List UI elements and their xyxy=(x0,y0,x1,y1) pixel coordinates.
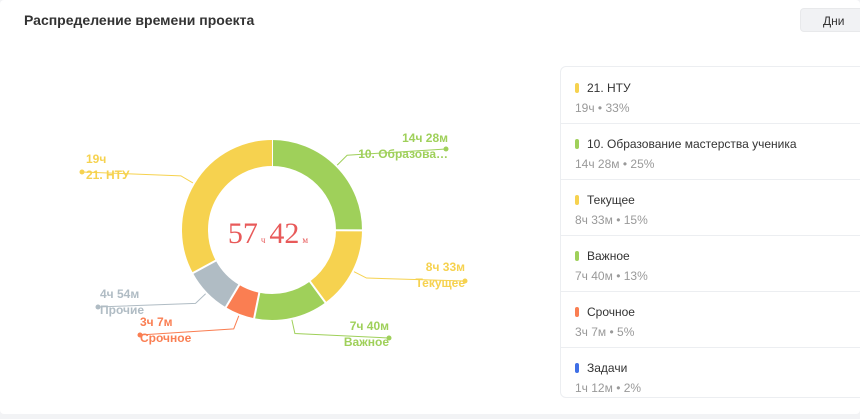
legend-item[interactable]: Текущее 8ч 33м • 15% xyxy=(561,179,860,236)
legend-item[interactable]: Задачи 1ч 12м • 2% xyxy=(561,347,860,397)
legend-item-name: Важное xyxy=(587,249,630,263)
legend-color-marker xyxy=(575,251,579,261)
slice-name-label: Важное xyxy=(344,335,389,349)
slice-separator xyxy=(191,259,218,275)
legend-item-meta: 1ч 12м • 2% xyxy=(575,381,642,395)
slice-time-label: 8ч 33м xyxy=(426,260,465,274)
slice-separator xyxy=(308,280,327,304)
legend-color-marker xyxy=(575,195,579,205)
donut-slice[interactable] xyxy=(309,229,362,303)
legend-item-name: Задачи xyxy=(587,361,628,375)
legend-item-meta: 14ч 28м • 25% xyxy=(575,157,655,171)
period-days-button[interactable]: Дни xyxy=(800,8,860,32)
legend-item-meta: 7ч 40м • 13% xyxy=(575,269,648,283)
slice-leader-line xyxy=(81,171,194,184)
legend-item-meta: 3ч 7м • 5% xyxy=(575,325,635,339)
slice-leader-line xyxy=(97,293,206,308)
legend-item[interactable]: Срочное 3ч 7м • 5% xyxy=(561,291,860,348)
slice-leader-dot xyxy=(137,332,143,338)
legend-item-meta: 8ч 33м • 15% xyxy=(575,213,648,227)
slice-time-label: 14ч 28м xyxy=(402,131,448,145)
legend-color-marker xyxy=(575,307,579,317)
legend-item[interactable]: Важное 7ч 40м • 13% xyxy=(561,235,860,292)
slice-name-label: Прочие xyxy=(100,303,144,317)
legend-item-name: Текущее xyxy=(587,193,635,207)
legend-item-name: 21. НТУ xyxy=(587,81,631,95)
slice-leader-dot xyxy=(95,304,101,310)
slice-separator xyxy=(252,291,261,320)
slice-leader-dot xyxy=(462,278,468,284)
legend-color-marker xyxy=(575,83,579,93)
legend-color-marker xyxy=(575,363,579,373)
slice-leader-dot xyxy=(443,146,449,152)
legend-item-name: Срочное xyxy=(587,305,635,319)
slice-leader-line xyxy=(291,319,390,339)
donut-slice[interactable] xyxy=(254,281,326,320)
legend-item-meta: 19ч • 33% xyxy=(575,101,630,115)
slice-name-label: 10. Образова… xyxy=(358,147,448,161)
donut-chart: 14ч 28м 10. Образова… 8ч 33м Текущее 7ч 40м В… xyxy=(79,131,468,349)
donut-slice[interactable] xyxy=(182,140,273,273)
legend-color-marker xyxy=(575,139,579,149)
slice-leader-dot xyxy=(79,169,85,175)
card-title: Распределение времени проекта xyxy=(24,12,255,28)
slice-time-label: 4ч 54м xyxy=(100,287,139,301)
legend-item[interactable]: 10. Образование мастерства ученика 14ч 28… xyxy=(561,123,860,180)
slice-name-label: Текущее xyxy=(415,276,465,290)
slice-leader-line xyxy=(353,271,466,282)
slice-time-label: 19ч xyxy=(86,152,106,166)
donut-slice[interactable] xyxy=(225,284,260,319)
legend-panel: 21. НТУ 19ч • 33% 10. Образование мастерст… xyxy=(560,66,860,398)
slice-separator xyxy=(224,283,241,309)
slice-leader-dot xyxy=(386,335,392,341)
slice-leader-line xyxy=(336,148,447,166)
slice-leader-line xyxy=(139,315,240,336)
slice-time-label: 3ч 7м xyxy=(140,315,173,329)
legend-item-name: 10. Образование мастерства ученика xyxy=(587,137,797,151)
slice-name-label: 21. НТУ xyxy=(86,168,130,182)
donut-slice[interactable] xyxy=(192,260,240,308)
slice-time-label: 7ч 40м xyxy=(350,319,389,333)
total-time-text: 57 ч 42 м xyxy=(228,217,309,250)
donut-slice[interactable] xyxy=(271,140,362,231)
legend-item[interactable]: 21. НТУ 19ч • 33% xyxy=(561,67,860,124)
slice-name-label: Срочное xyxy=(140,331,192,345)
